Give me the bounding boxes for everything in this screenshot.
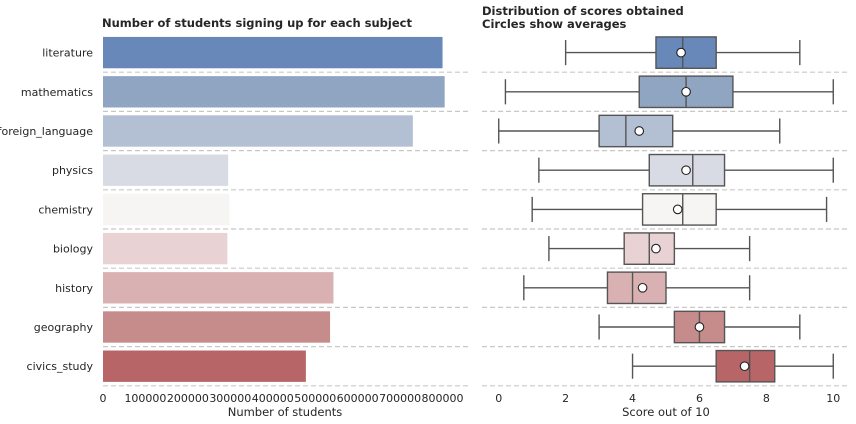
box-x-tick-label: 10 [826,392,840,405]
bar-category-label-biology: biology [53,243,94,256]
box-iqr [655,36,717,69]
bar-biology [103,232,228,265]
box-chart-title-line-2: Circles show averages [482,17,627,31]
bar-chart-students: Number of students signing up for each s… [0,16,468,419]
bar-history [103,272,334,304]
box-iqr [598,114,674,148]
bar-category-labels: literature mathematics foreign_languagephy… [0,47,93,374]
box-foreign-language [498,114,781,148]
bar-civics-study [103,350,306,382]
box-chemistry [531,193,828,226]
box-x-tick-labels: 0 2 4 6 8 10 [495,392,840,405]
bar-x-tick-label: 700000 [379,392,421,405]
bar-x-tick-label: 500000 [294,392,336,405]
box-history [523,271,751,305]
bar-category-label-geography: geography [34,321,94,334]
bar-x-tick-label: 400000 [252,392,294,405]
bar-x-tick-label: 200000 [167,392,209,405]
bar-foreign-language [103,115,413,147]
bar-category-label-civics-study: civics_study [27,360,94,373]
box-marks [498,36,834,383]
bar-x-tick-label: 800000 [422,392,464,405]
bar-category-label-foreign-language: foreign_language [0,125,93,138]
bar-geography [103,311,331,343]
bar-x-tick-label: 600000 [337,392,379,405]
bar-literature [103,36,443,69]
bar-category-label-literature: literature [42,47,93,60]
box-literature [564,36,801,69]
box-x-tick-label: 2 [562,392,569,405]
bar-row-separators [103,71,468,387]
box-iqr [606,271,667,305]
box-biology [548,232,751,265]
mean-marker [676,47,686,58]
mean-marker [681,165,691,176]
mean-marker [739,361,750,372]
box-physics [538,153,834,187]
bar-x-tick-labels: 0 100000 200000 300000 400000 500000 600000 700… [100,392,464,405]
mean-marker [634,126,645,136]
bar-x-tick-label: 0 [100,392,107,405]
box-civics-study [631,349,834,383]
box-x-tick-label: 0 [495,392,502,405]
box-mathematics [504,75,834,109]
box-x-axis-label: Score out of 10 [622,405,710,419]
bar-x-tick-label: 100000 [124,392,166,405]
bar-category-label-mathematics: mathematics [21,86,93,99]
mean-marker [672,204,683,215]
bar-category-label-history: history [55,282,93,295]
mean-marker [651,243,661,254]
box-chart-scores: Distribution of scores obtained Circles … [482,4,850,419]
box-geography [598,310,801,344]
bar-marks [103,36,445,382]
box-x-tick-label: 4 [629,392,636,405]
bar-chart-title: Number of students signing up for each s… [102,16,412,30]
mean-marker [694,322,705,332]
mean-marker [681,86,691,97]
mean-marker [637,282,648,293]
bar-mathematics [103,76,445,108]
bar-category-label-physics: physics [52,164,93,177]
bar-x-tick-label: 300000 [209,392,251,405]
bar-x-axis-label: Number of students [228,405,343,419]
box-x-tick-label: 6 [696,392,703,405]
bar-physics [103,154,229,186]
bar-chemistry [103,193,230,226]
box-x-tick-label: 8 [763,392,770,405]
box-chart-title-line-1: Distribution of scores obtained [482,4,684,18]
box-row-separators [482,71,850,387]
bar-category-label-chemistry: chemistry [38,203,93,216]
